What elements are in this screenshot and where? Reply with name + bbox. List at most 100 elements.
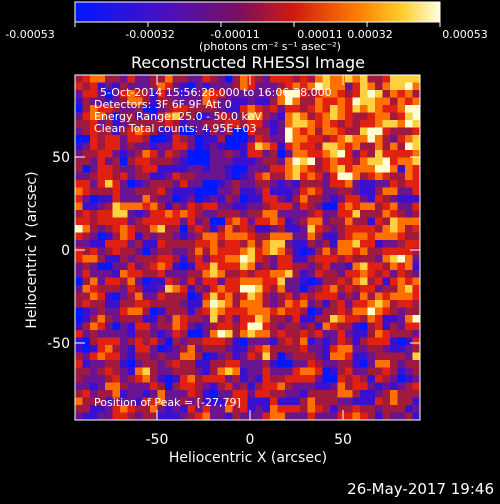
heatmap-cell [300, 225, 308, 233]
heatmap-cell [97, 120, 106, 128]
heatmap-cell [397, 315, 406, 323]
heatmap-cell [240, 127, 248, 136]
heatmap-cell [90, 210, 98, 218]
heatmap-cell [292, 150, 301, 158]
heatmap-cell [75, 75, 83, 83]
heatmap-cell [180, 382, 188, 391]
heatmap-cell [345, 382, 353, 391]
x-axis-ticks [156, 75, 344, 420]
heatmap-cell [240, 255, 248, 263]
heatmap-cell [97, 367, 106, 376]
heatmap-cell [345, 157, 353, 166]
heatmap-cell [300, 345, 308, 353]
heatmap-cell [300, 135, 308, 143]
heatmap-cell [292, 337, 301, 346]
y-tick-label: -50 [47, 336, 70, 352]
heatmap-cell [300, 397, 308, 406]
heatmap-cell [277, 382, 286, 391]
heatmap-cell [112, 150, 121, 158]
heatmap-cell [172, 315, 181, 323]
heatmap-cell [412, 352, 420, 361]
heatmap-cell [315, 247, 323, 256]
heatmap-cell [322, 405, 331, 413]
heatmap-cell [405, 210, 413, 218]
heatmap-cell [300, 232, 308, 241]
heatmap-cell [412, 315, 420, 323]
heatmap-cell [405, 97, 413, 106]
heatmap-cell [142, 112, 151, 121]
heatmap-cell [105, 322, 113, 331]
heatmap-cell [300, 172, 308, 181]
heatmap-cell [255, 187, 263, 196]
heatmap-cell [232, 195, 241, 203]
heatmap-cell [367, 180, 376, 188]
heatmap-cell [150, 315, 158, 323]
heatmap-cell [390, 105, 398, 113]
heatmap-cell [285, 390, 293, 398]
heatmap-cell [180, 120, 188, 128]
heatmap-cell [322, 120, 331, 128]
heatmap-cell [397, 187, 406, 196]
heatmap-cell [315, 285, 323, 293]
heatmap-cell [172, 352, 181, 361]
heatmap-cell [180, 412, 188, 420]
heatmap-cell [120, 97, 128, 106]
heatmap-cell [172, 307, 181, 316]
heatmap-cell [255, 217, 263, 226]
heatmap-cell [285, 405, 293, 413]
heatmap-cell [187, 307, 196, 316]
heatmap-cell [292, 255, 301, 263]
heatmap-cell [172, 277, 181, 286]
heatmap-cell [412, 360, 420, 368]
heatmap-cell [330, 277, 338, 286]
heatmap-cell [337, 172, 346, 181]
heatmap-cell [157, 210, 166, 218]
heatmap-cell [300, 240, 308, 248]
heatmap-cell [255, 202, 263, 211]
heatmap-cell [105, 225, 113, 233]
heatmap-cell [90, 397, 98, 406]
heatmap-cell [120, 82, 128, 91]
heatmap-cell [300, 97, 308, 106]
heatmap-cell [307, 150, 316, 158]
heatmap-cell [412, 165, 420, 173]
heatmap-cell [225, 232, 233, 241]
heatmap-cell [232, 202, 241, 211]
heatmap-cell [375, 300, 383, 308]
heatmap-cell [240, 352, 248, 361]
heatmap-cell [270, 307, 278, 316]
heatmap-cell [165, 405, 173, 413]
heatmap-cell [240, 105, 248, 113]
heatmap-cell [142, 225, 151, 233]
heatmap-cell [330, 120, 338, 128]
heatmap-cell [352, 412, 361, 420]
heatmap-cell [360, 195, 368, 203]
heatmap-cell [337, 82, 346, 91]
heatmap-cell [270, 247, 278, 256]
heatmap-cell [330, 97, 338, 106]
heatmap-cell [172, 397, 181, 406]
heatmap-cell [270, 120, 278, 128]
heatmap-cell [172, 360, 181, 368]
heatmap-cell [150, 127, 158, 136]
heatmap-cell [232, 75, 241, 83]
heatmap-cell [360, 172, 368, 181]
heatmap-cell [97, 142, 106, 151]
heatmap-cell [247, 120, 256, 128]
x-axis-label: Heliocentric X (arcsec) [169, 450, 327, 466]
heatmap-cell [360, 180, 368, 188]
heatmap-cell [90, 217, 98, 226]
heatmap-cell [262, 337, 271, 346]
heatmap-cell [397, 82, 406, 91]
heatmap-cell [322, 142, 331, 151]
heatmap-cell [382, 375, 391, 383]
heatmap-cell [367, 172, 376, 181]
heatmap-cell [217, 397, 226, 406]
heatmap-cell [157, 180, 166, 188]
heatmap-cell [390, 330, 398, 338]
heatmap-cell [255, 247, 263, 256]
heatmap-cell [75, 405, 83, 413]
heatmap-cell [232, 165, 241, 173]
heatmap-cell [262, 240, 271, 248]
heatmap-cell [225, 135, 233, 143]
